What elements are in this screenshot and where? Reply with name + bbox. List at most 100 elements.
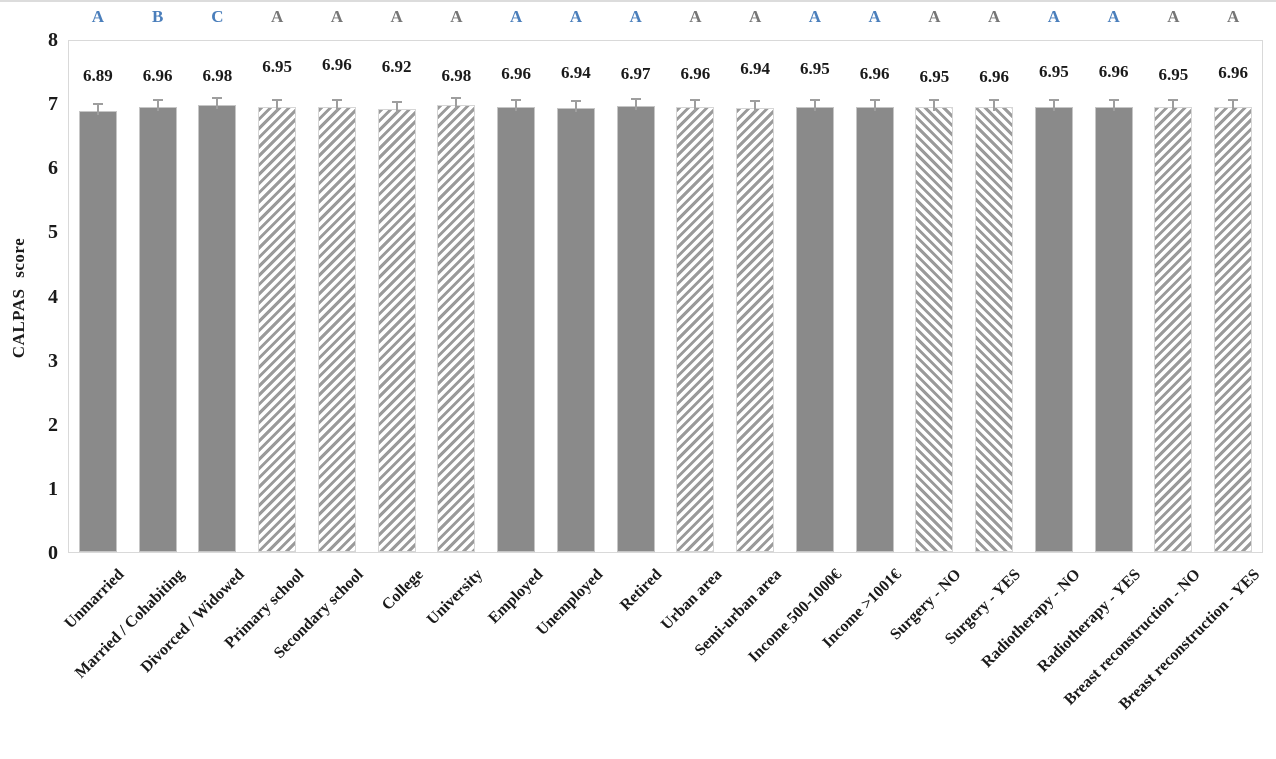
- bar: [616, 106, 655, 552]
- significance-letter: C: [211, 7, 224, 26]
- plot-area: [68, 40, 1263, 553]
- error-bar-stem: [515, 98, 518, 111]
- x-axis-category-label: College: [378, 566, 427, 614]
- bar-value-label: 6.96: [979, 67, 1009, 86]
- error-bar-cap: [989, 98, 1000, 101]
- error-bar-stem: [335, 98, 338, 111]
- bar-value-label: 6.96: [501, 64, 531, 83]
- error-bar-cap: [1048, 99, 1059, 102]
- significance-letter: A: [928, 7, 941, 26]
- error-bar-stem: [455, 97, 458, 110]
- error-bar-stem: [873, 98, 876, 111]
- bar-value-label: 6.92: [381, 57, 412, 76]
- bar-value-label: 6.96: [142, 66, 173, 85]
- error-bar-cap: [1228, 98, 1239, 101]
- bar-value-label: 6.95: [800, 59, 830, 78]
- x-axis-category-label: Retired: [617, 566, 666, 615]
- bar: [1094, 106, 1133, 552]
- error-bar-stem: [1232, 98, 1235, 111]
- bar: [138, 106, 177, 552]
- error-bar-stem: [96, 103, 99, 116]
- bar-value-label: 6.97: [620, 64, 651, 83]
- error-bar-cap: [809, 99, 820, 102]
- bar-value-label: 6.95: [1039, 62, 1069, 81]
- error-bar-cap: [331, 98, 342, 101]
- bar-value-label: 6.96: [322, 55, 352, 74]
- bar-value-label: 6.98: [202, 66, 233, 85]
- y-axis-tick-label: 8: [48, 29, 58, 51]
- y-axis-tick-label: 3: [48, 349, 58, 372]
- bar: [258, 107, 297, 552]
- bar-value-label: 6.96: [859, 64, 890, 83]
- significance-letter: A: [270, 7, 284, 26]
- x-axis-category-label: Radiotherapy - YES: [1033, 566, 1144, 676]
- x-axis-category-label: University: [424, 566, 487, 629]
- bar: [1214, 106, 1253, 552]
- error-bar-stem: [754, 99, 757, 112]
- error-bar-cap: [929, 99, 940, 102]
- bar-value-label: 6.98: [441, 66, 472, 85]
- bar-value-label: 6.95: [919, 67, 950, 86]
- error-bar-cap: [152, 98, 163, 101]
- error-bar-stem: [156, 98, 159, 111]
- y-axis-tick-label: 2: [48, 413, 58, 436]
- error-bar-stem: [276, 99, 279, 112]
- bar-value-label: 6.94: [561, 63, 591, 82]
- x-axis-category-label: Divorced / Widowed: [137, 566, 248, 677]
- significance-letter: A: [330, 7, 344, 26]
- bar: [855, 106, 894, 552]
- bar-value-label: 6.96: [680, 64, 711, 83]
- error-bar-stem: [993, 98, 996, 111]
- significance-letter: A: [1047, 7, 1061, 26]
- bar: [1154, 107, 1193, 552]
- error-bar-cap: [1168, 99, 1179, 102]
- error-bar-cap: [451, 97, 462, 100]
- error-bar-cap: [511, 98, 522, 101]
- bar-value-label: 6.95: [1158, 65, 1189, 84]
- error-bar-cap: [750, 99, 761, 102]
- error-bar-stem: [694, 98, 697, 111]
- bar: [915, 107, 954, 552]
- significance-letter: A: [569, 7, 583, 26]
- significance-letter: A: [987, 7, 1001, 26]
- significance-letter: A: [1226, 7, 1240, 26]
- error-bar-stem: [1172, 99, 1175, 112]
- top-border-line: [0, 0, 1276, 2]
- y-axis-tick-label: 4: [48, 285, 58, 308]
- error-bar-cap: [212, 97, 223, 100]
- significance-letter: A: [689, 7, 702, 26]
- error-bar-cap: [92, 103, 103, 106]
- bar: [317, 106, 356, 552]
- x-axis-category-label: Married / Cohabiting: [71, 566, 188, 682]
- bar: [975, 106, 1014, 552]
- error-bar-stem: [216, 97, 219, 110]
- error-bar-cap: [570, 99, 581, 102]
- significance-letter: A: [748, 7, 762, 26]
- error-bar-cap: [391, 101, 402, 104]
- error-bar-stem: [395, 101, 398, 114]
- error-bar-cap: [690, 98, 701, 101]
- significance-letter: A: [390, 7, 403, 26]
- bar-value-label: 6.96: [1098, 62, 1129, 81]
- significance-letter: A: [808, 7, 822, 26]
- significance-letter: A: [868, 7, 881, 26]
- significance-letter: A: [450, 7, 463, 26]
- significance-letter: B: [151, 7, 164, 26]
- error-bar-stem: [574, 99, 577, 112]
- bar: [437, 105, 476, 552]
- significance-letter: A: [509, 7, 523, 26]
- error-bar-stem: [634, 98, 637, 111]
- error-bar-stem: [933, 99, 936, 112]
- y-axis-tick-label: 7: [48, 93, 58, 116]
- y-axis-tick-label: 0: [48, 542, 58, 564]
- error-bar-stem: [1052, 99, 1055, 112]
- bar: [198, 105, 237, 552]
- error-bar-cap: [630, 98, 641, 101]
- bar: [497, 106, 536, 552]
- bar: [676, 106, 715, 552]
- significance-letter: A: [1107, 7, 1120, 26]
- bar: [78, 111, 117, 552]
- bar-value-label: 6.95: [262, 57, 292, 76]
- bar: [736, 107, 775, 552]
